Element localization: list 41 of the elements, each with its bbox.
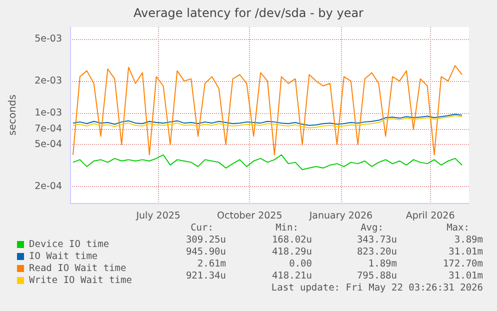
text: 343.73u [356,234,397,246]
text: 418.29u [272,246,312,258]
text: 168.02u [272,234,312,246]
x-tick-label: October 2025 [217,210,282,222]
text: 795.88u [356,270,397,282]
text: 418.21u [272,270,312,282]
y-tick-label: 5e-03 [34,34,62,45]
text: 3.89m [454,234,484,246]
y-tick-label: 5e-04 [34,139,62,150]
y-axis-title: seconds [8,94,18,136]
y-tick-label: 1e-03 [34,107,62,118]
legend-label: Read IO Wait time [29,263,127,274]
x-tick-label: April 2026 [406,210,455,222]
text: Avg: [360,222,384,234]
legend-label: Device IO time [29,239,110,250]
line-series [72,114,463,126]
text: Max: [446,222,470,234]
chart-title: Average latency for /dev/sda - by year [134,6,364,20]
text: 1.89m [368,258,398,270]
text: 31.01m [448,270,484,282]
text: 31.01m [448,246,484,258]
text: Last update: Fri May 22 03:26:31 2026 [271,282,484,294]
text: 309.25u [186,234,226,246]
legend-label: Write IO Wait time [29,275,132,286]
y-tick-label: 2e-04 [34,181,62,192]
line-series [72,154,463,170]
text: Cur: [190,222,214,234]
text: 172.70m [442,258,484,270]
text: 945.90u [186,246,226,258]
text: 921.34u [186,270,226,282]
legend-label: IO Wait time [29,251,98,262]
line-series [72,115,463,128]
x-tick-label: January 2026 [308,210,373,222]
y-tick-label: 2e-03 [34,76,62,87]
y-tick-label: 7e-04 [34,124,62,135]
x-tick-label: July 2025 [135,210,180,222]
text: 2.61m [197,258,226,270]
text: Min: [276,222,298,234]
text: 0.00 [289,258,312,270]
text: 823.20u [356,246,397,258]
line-series [72,65,463,156]
